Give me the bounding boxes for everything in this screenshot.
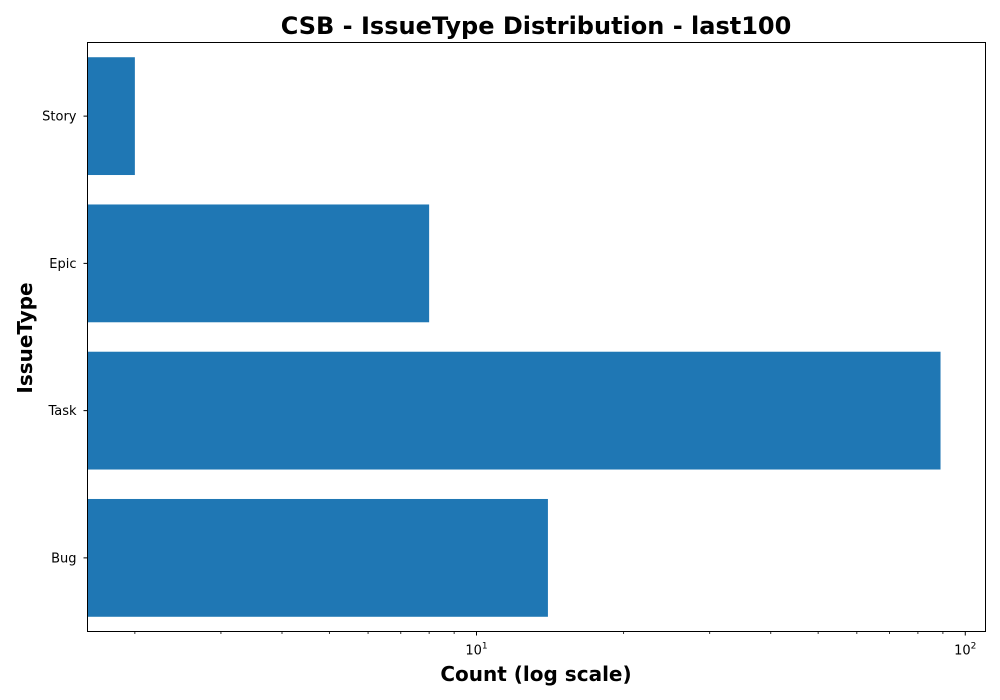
y-tick-label: Epic xyxy=(49,257,76,272)
x-tick-label-exponent: 2 xyxy=(971,642,977,652)
x-tick-label-base: 10 xyxy=(465,644,482,659)
y-tick-label: Story xyxy=(42,110,77,125)
y-tick-label: Bug xyxy=(51,551,76,566)
bars-layer xyxy=(87,57,941,617)
x-tick-label: 101 xyxy=(465,642,487,659)
x-tick-label: 102 xyxy=(954,642,976,659)
x-tick-label-exponent: 1 xyxy=(482,642,488,652)
plot-frame xyxy=(87,42,986,632)
bar-story xyxy=(87,57,135,176)
x-axis-title: Count (log scale) xyxy=(440,662,631,686)
chart-title: CSB - IssueType Distribution - last100 xyxy=(281,12,792,40)
x-tick-label-base: 10 xyxy=(954,644,971,659)
y-tick-label: Task xyxy=(47,404,77,419)
bar-task xyxy=(87,351,941,470)
bar-bug xyxy=(87,498,548,617)
y-axis-title: IssueType xyxy=(13,282,37,393)
bar-epic xyxy=(87,204,430,323)
